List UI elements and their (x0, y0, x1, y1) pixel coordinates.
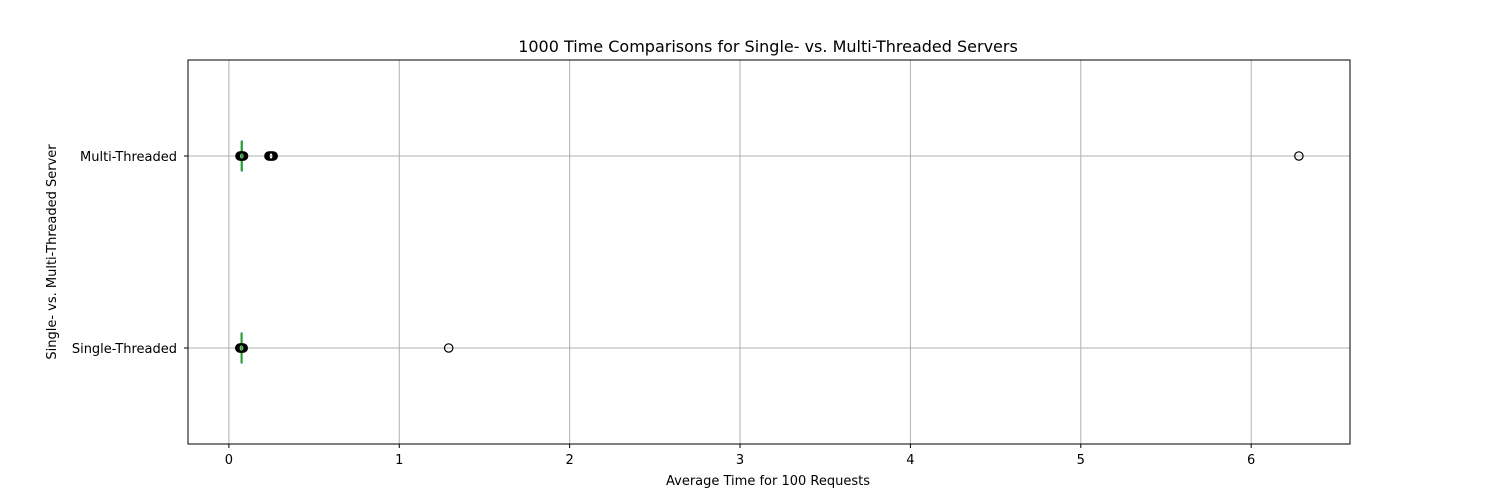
x-tick-label: 2 (566, 453, 574, 468)
chart-title: 1000 Time Comparisons for Single- vs. Mu… (518, 37, 1018, 56)
outlier-point-multi-threaded (1294, 151, 1304, 161)
x-axis-title: Average Time for 100 Requests (666, 474, 870, 489)
outlier-point-multi-threaded (238, 151, 249, 161)
box-layer (240, 140, 244, 364)
x-tick-label: 0 (225, 453, 233, 468)
x-tick-label: 1 (395, 453, 403, 468)
x-tick-label: 6 (1247, 453, 1255, 468)
x-tick-label: 5 (1077, 453, 1085, 468)
y-tick-label-single-threaded: Single-Threaded (72, 342, 177, 357)
x-tick-label: 4 (906, 453, 914, 468)
outlier-point-single-threaded (443, 343, 454, 353)
grid-layer (188, 60, 1350, 444)
outlier-layer (234, 151, 1304, 353)
outlier-point-multi-threaded (268, 151, 278, 161)
outlier-point-single-threaded (238, 343, 249, 353)
y-axis-title: Single- vs. Multi-Threaded Server (45, 144, 60, 360)
y-tick-label-multi-threaded: Multi-Threaded (80, 150, 177, 165)
tick-layer: 0 1 2 3 4 5 6 Multi-Threaded Single-Threaded (72, 150, 1255, 468)
x-tick-label: 3 (736, 453, 744, 468)
axes-frame (187, 59, 1351, 445)
